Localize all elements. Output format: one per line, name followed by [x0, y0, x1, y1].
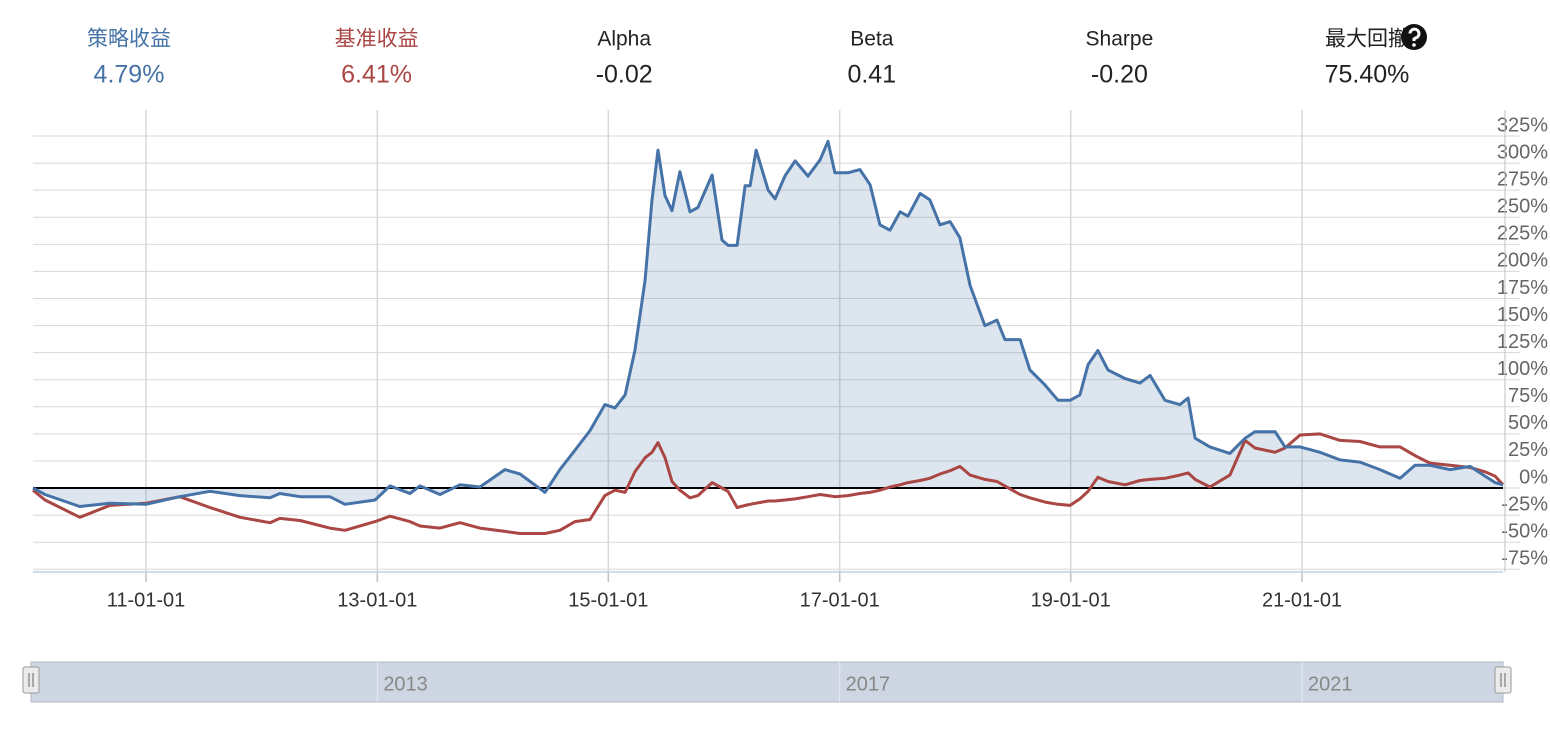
navigator-label: 2021: [1308, 673, 1353, 695]
x-tick-label: 21-01-01: [1262, 589, 1342, 611]
stat-value: 75.40%: [1325, 61, 1410, 89]
y-tick-label: 300%: [1497, 141, 1548, 163]
x-tick-label: 17-01-01: [800, 589, 880, 611]
y-tick-label: -75%: [1501, 548, 1548, 570]
navigator-handle[interactable]: [22, 666, 40, 694]
y-tick-label: -25%: [1501, 493, 1548, 515]
navigator-label: 2017: [846, 673, 891, 695]
stat-label: Alpha: [597, 28, 651, 51]
navigator-handle[interactable]: [1494, 666, 1512, 694]
y-tick-label: 250%: [1497, 196, 1548, 218]
y-tick-label: 0%: [1519, 466, 1548, 488]
stat-label: 基准收益: [335, 28, 419, 51]
y-tick-label: 100%: [1497, 358, 1548, 380]
y-tick-label: 175%: [1497, 277, 1548, 299]
handle-body: [1494, 666, 1512, 694]
navigator-background: [30, 661, 1504, 703]
plot-area: 325% 300% 275% 250% 225% 200% 175% 150% 125% 100%…: [32, 110, 1548, 611]
y-tick-label: 225%: [1497, 223, 1548, 245]
x-tick-label: 13-01-01: [337, 589, 417, 611]
navigator: 2013 2017 2021: [22, 661, 1512, 703]
stats-row: 策略收益 4.79% 基准收益 6.41% Alpha -0.02 Beta 0.41 Shar…: [87, 28, 1409, 89]
x-tick-label: 15-01-01: [568, 589, 648, 611]
stat-value: 0.41: [847, 61, 896, 89]
y-tick-label: 200%: [1497, 250, 1548, 272]
y-tick-label: 125%: [1497, 331, 1548, 353]
y-tick-label: 275%: [1497, 168, 1548, 190]
stat-value: -0.20: [1091, 61, 1148, 89]
stat-value: 4.79%: [94, 61, 165, 89]
help-glyph: [1408, 27, 1421, 41]
handle-body: [22, 666, 40, 694]
stat-value: 6.41%: [341, 61, 412, 89]
x-tick-label: 19-01-01: [1031, 589, 1111, 611]
stat-label: Sharpe: [1086, 28, 1154, 51]
y-tick-label: -50%: [1501, 520, 1548, 542]
help-circle: [1401, 24, 1427, 50]
y-tick-label: 325%: [1497, 114, 1548, 136]
x-tick-label: 11-01-01: [107, 589, 186, 611]
y-tick-label: 50%: [1508, 412, 1548, 434]
y-tick-label: 150%: [1497, 304, 1548, 326]
line: [32, 432, 1505, 535]
y-tick-label: 25%: [1508, 439, 1548, 461]
stat-label: 最大回撤: [1325, 28, 1409, 51]
area: [33, 141, 1503, 507]
y-tick-label: 75%: [1508, 385, 1548, 407]
stat-label: 策略收益: [87, 28, 171, 51]
stat-value: -0.02: [596, 61, 653, 89]
help-icon[interactable]: [1401, 24, 1427, 50]
line: [32, 139, 1504, 508]
stat-label: Beta: [850, 28, 894, 51]
navigator-label: 2013: [383, 673, 428, 695]
help-dot: [1412, 43, 1416, 47]
